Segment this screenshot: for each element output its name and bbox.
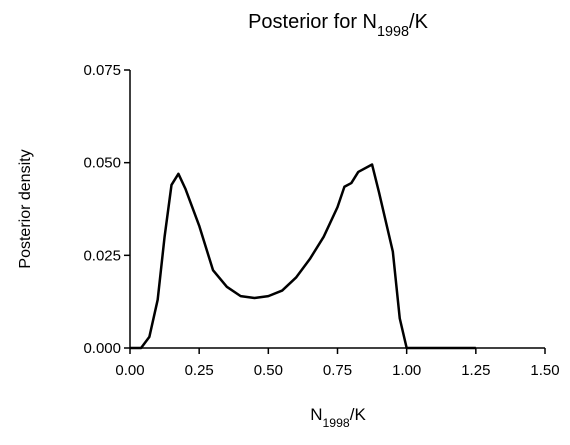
x-tick-label: 0.25 — [185, 362, 214, 379]
text-part: /K — [350, 405, 367, 424]
x-tick-label: 0.50 — [254, 362, 283, 379]
x-tick-label: 1.00 — [392, 362, 421, 379]
y-tick-label: 0.025 — [83, 247, 121, 264]
text-part: /K — [409, 11, 429, 33]
text-part: 1998 — [377, 24, 409, 40]
y-tick-label: 0.000 — [83, 340, 121, 357]
data-line — [130, 163, 476, 350]
chart-title: Posterior for N1998/K — [248, 11, 429, 40]
y-axis-label: Posterior density — [17, 149, 34, 268]
text-part: N — [310, 405, 322, 424]
y-tick-label: 0.075 — [83, 62, 121, 79]
x-tick-label: 1.25 — [461, 362, 490, 379]
x-tick-label: 0.00 — [115, 362, 144, 379]
text-part: 1998 — [323, 416, 350, 430]
x-axis-label: N1998/K — [310, 405, 366, 430]
y-tick-label: 0.050 — [83, 155, 121, 172]
text-part: Posterior for N — [248, 11, 377, 33]
x-tick-label: 1.50 — [530, 362, 559, 379]
x-tick-label: 0.75 — [323, 362, 352, 379]
